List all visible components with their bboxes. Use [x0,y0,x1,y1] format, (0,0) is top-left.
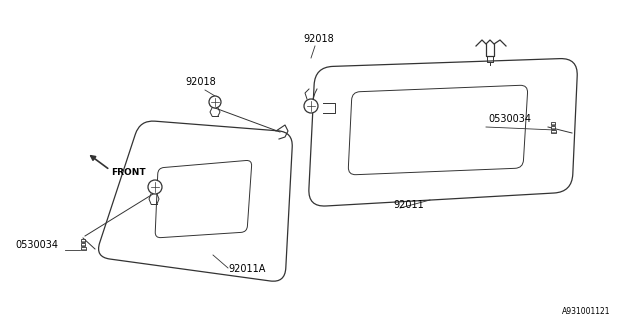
Text: FRONT: FRONT [111,168,146,177]
Bar [550,130,556,133]
Bar [81,247,86,250]
Text: 92018: 92018 [303,34,333,44]
Circle shape [304,99,318,113]
Text: A931001121: A931001121 [562,307,611,316]
Bar [81,239,85,242]
Text: 0530034: 0530034 [15,240,58,250]
Circle shape [209,96,221,108]
Bar [81,243,85,246]
Text: 92011A: 92011A [228,264,266,274]
Circle shape [148,180,162,194]
Text: 92018: 92018 [185,77,216,87]
Bar [551,122,555,125]
Bar [551,126,556,129]
Text: 0530034: 0530034 [488,114,531,124]
Text: 92011: 92011 [393,200,424,210]
